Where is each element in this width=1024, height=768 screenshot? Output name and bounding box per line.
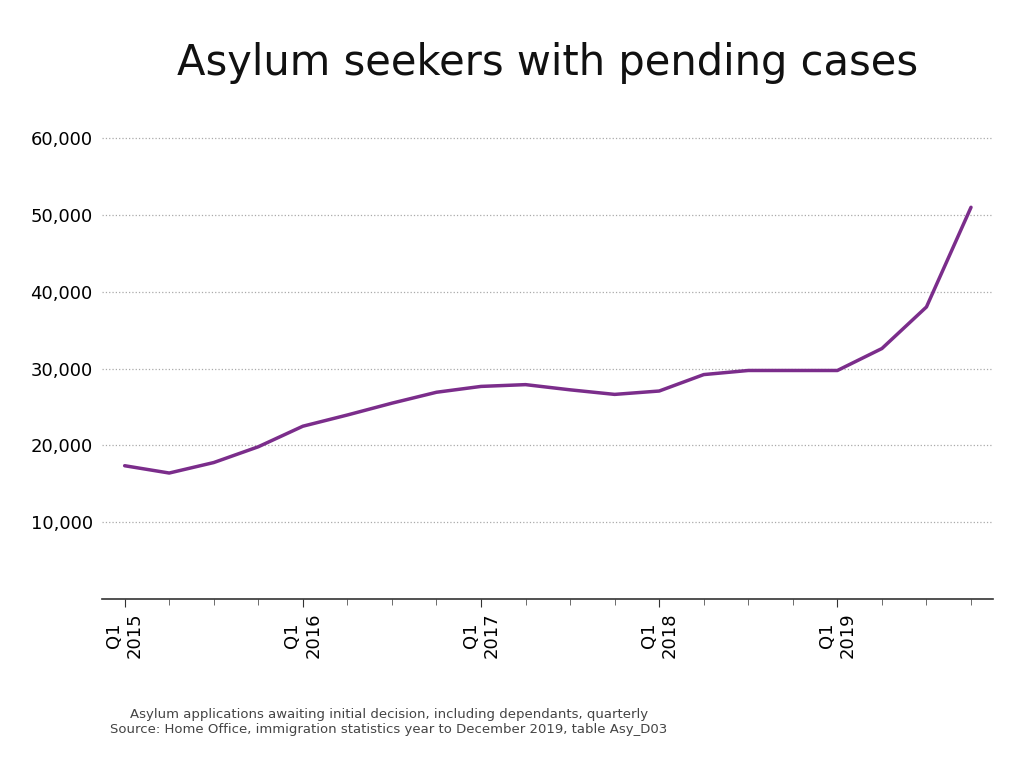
Title: Asylum seekers with pending cases: Asylum seekers with pending cases	[177, 41, 919, 84]
Text: Asylum applications awaiting initial decision, including dependants, quarterly: Asylum applications awaiting initial dec…	[130, 708, 648, 720]
Text: Source: Home Office, immigration statistics year to December 2019, table Asy_D03: Source: Home Office, immigration statist…	[111, 723, 668, 736]
